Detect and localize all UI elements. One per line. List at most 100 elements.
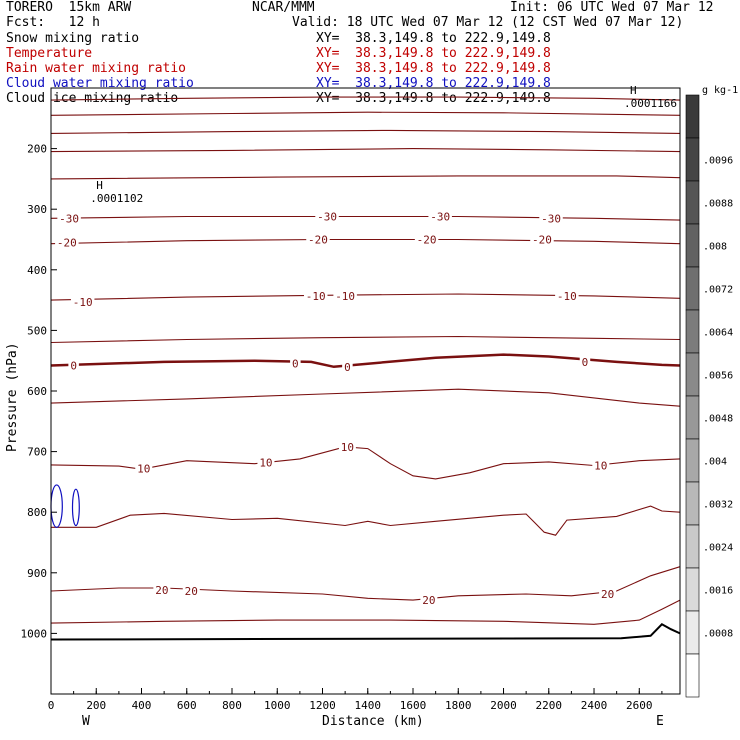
east-end-label: E (656, 714, 664, 729)
y-tick-label: 1000 (21, 627, 48, 640)
contour-label: -30 (430, 210, 450, 223)
valid-time: Valid: 18 UTC Wed 07 Mar 12 (12 CST Wed … (292, 15, 684, 30)
contour-label: 0 (292, 358, 299, 371)
y-tick-label: 200 (27, 143, 47, 156)
contour-label-bg (414, 233, 439, 246)
contour-label: -20 (308, 234, 328, 247)
colorbar-segment (685, 309, 700, 354)
cloud-water-contour (50, 484, 63, 528)
colorbar-segment (685, 180, 700, 225)
contour-label: -30 (317, 210, 337, 223)
isotherm-line-20 (50, 566, 681, 601)
y-tick-label: 900 (27, 567, 47, 580)
x-tick-label: 600 (177, 699, 197, 712)
colorbar-label: .0064 (703, 328, 733, 339)
contour-label-bg (338, 440, 356, 453)
contour-label: 10 (137, 463, 150, 476)
contour-label: 0 (344, 361, 351, 374)
contour-label: -20 (417, 234, 437, 247)
contour-label: 20 (155, 584, 168, 597)
y-tick-label: 400 (27, 264, 47, 277)
terrain-line (50, 623, 681, 641)
contour-label: 20 (601, 588, 614, 601)
terrain-surface (50, 623, 681, 641)
colorbar-label: .0024 (703, 543, 733, 554)
field-xy-snow: XY= 38.3,149.8 to 222.9,149.8 (316, 31, 551, 46)
contour-label-bg (257, 456, 275, 469)
x-tick-label: 2600 (626, 699, 653, 712)
isotherm-line-0 (50, 353, 681, 369)
y-tick-label: 700 (27, 446, 47, 459)
org-label: NCAR/MMM (252, 0, 315, 15)
colorbar-segment (685, 438, 700, 483)
colorbar-segment (685, 223, 700, 268)
isotherm-line-m50 (50, 111, 681, 116)
contour-label-bg (333, 289, 357, 302)
y-tick-label: 500 (27, 324, 47, 337)
colorbar: .0096 .0088 .008 .0072 .0064 .0056 .0048 .004 .0… (685, 94, 733, 698)
contour-label-bg (135, 462, 153, 475)
contour-label-bg (342, 360, 353, 373)
isotherm-line-20 (50, 599, 681, 625)
forecast-hour: Fcst: 12 h (6, 15, 100, 30)
contour-label: -10 (306, 290, 326, 303)
contour-label-bg (70, 295, 95, 308)
y-tick-label: 800 (27, 506, 47, 519)
colorbar-segment (685, 395, 700, 440)
axes: 0 200 400 600 800 1000 1200 1400 1600 1800 2000 220… (21, 143, 663, 712)
x-tick-label: 400 (132, 699, 152, 712)
cloud-water-contour (71, 488, 80, 527)
init-time: Init: 06 UTC Wed 07 Mar 12 (510, 0, 714, 15)
colorbar-segment (685, 94, 700, 139)
colorbar-segment (685, 567, 700, 612)
isotherm-line-m50 (50, 96, 681, 101)
contour-label-bg (182, 584, 200, 597)
maximum-marker: H (630, 84, 637, 97)
contour-label: 20 (185, 585, 198, 598)
contour-label: -30 (541, 212, 561, 225)
isotherm-line-m40 (50, 148, 681, 153)
colorbar-segment (685, 137, 700, 182)
model-label: TORERO 15km ARW (6, 0, 132, 15)
maximum-value: .0001166 (624, 97, 677, 110)
x-tick-label: 1800 (445, 699, 472, 712)
colorbar-label: .0048 (703, 414, 733, 425)
contour-label: 0 (582, 356, 589, 369)
x-tick-label: 1400 (355, 699, 382, 712)
isotherm-line-10 (51, 505, 681, 536)
contour-label-bg (55, 236, 79, 249)
colorbar-label: .0072 (703, 285, 733, 296)
isotherm-line-m10 (50, 293, 681, 301)
contour-label: -30 (59, 212, 79, 225)
contour-label-bg (303, 289, 328, 302)
contour-label-bg (290, 357, 301, 370)
colorbar-segment (685, 266, 700, 311)
x-tick-label: 2200 (536, 699, 563, 712)
colorbar-label: .0088 (703, 199, 733, 210)
colorbar-segment (685, 653, 700, 698)
contour-label: -10 (73, 296, 93, 309)
field-name-cloud-water: Cloud water mixing ratio (6, 76, 194, 91)
x-tick-label: 0 (48, 699, 55, 712)
field-name-temperature: Temperature (6, 46, 93, 61)
x-tick-label: 2000 (490, 699, 517, 712)
contour-label: 20 (422, 594, 435, 607)
x-axis-label: Distance (km) (322, 714, 424, 729)
contour-label: -20 (532, 234, 552, 247)
colorbar-label: .0096 (703, 156, 733, 167)
x-tick-label: 2400 (581, 699, 608, 712)
contour-label-bg (592, 459, 610, 472)
y-tick-label: 300 (27, 203, 47, 216)
isotherm-line-m30 (50, 215, 681, 221)
isotherm-line-0 (50, 388, 681, 407)
colorbar-label: .008 (703, 242, 727, 253)
colorbar-label: .0016 (703, 586, 733, 597)
contour-label: -10 (557, 290, 577, 303)
x-tick-label: 1000 (264, 699, 291, 712)
x-tick-label: 200 (86, 699, 106, 712)
contour-label-bg (555, 289, 579, 302)
contour-label: 0 (70, 360, 77, 373)
field-name-snow: Snow mixing ratio (6, 31, 140, 46)
